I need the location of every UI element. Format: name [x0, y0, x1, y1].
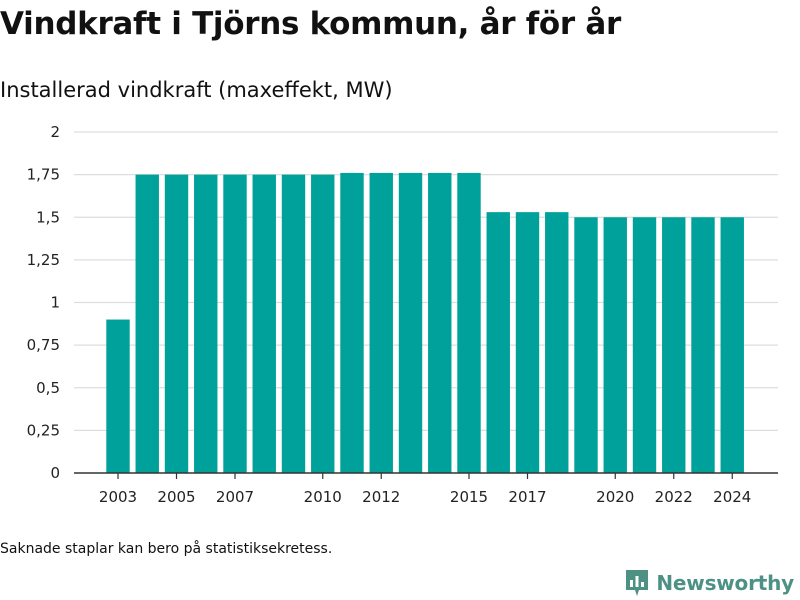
- bar-2022: [662, 217, 686, 473]
- y-tick-label: 0,75: [27, 336, 60, 354]
- x-tick-label: 2007: [216, 488, 254, 506]
- bar-2014: [428, 172, 452, 474]
- brand-logo: Newsworthy: [624, 566, 794, 600]
- bar-2003: [106, 319, 130, 473]
- bar-2009: [281, 174, 306, 473]
- x-axis: 2003 2005 2007 2010 2012 2015 2017 2020 2022 2024: [74, 472, 778, 506]
- bar-2013: [398, 172, 423, 474]
- y-tick-label: 1: [50, 294, 60, 312]
- x-tick-label: 2010: [304, 488, 342, 506]
- gridlines: [74, 131, 778, 432]
- bar-2017: [515, 212, 540, 473]
- x-tick-label: 2022: [655, 488, 693, 506]
- bar-2006: [194, 174, 218, 473]
- bar-2023: [691, 217, 715, 473]
- y-tick-label: 1,25: [27, 251, 60, 269]
- bars: [106, 172, 744, 474]
- newsworthy-logo-icon: [626, 570, 649, 596]
- x-tick-label: 2024: [713, 488, 751, 506]
- bar-2005: [164, 174, 189, 473]
- bar-2018: [545, 212, 569, 473]
- y-tick-label: 2: [50, 123, 60, 141]
- bar-2020: [603, 217, 627, 473]
- footnote: Saknade staplar kan bero på statistiksek…: [0, 541, 333, 557]
- y-axis-ticks: 0 0,25 0,5 0,75 1 1,25 1,5 1,75 2: [27, 123, 60, 482]
- bar-2024: [720, 217, 744, 473]
- x-tick-label: 2015: [450, 488, 488, 506]
- y-tick-label: 0,25: [27, 421, 60, 439]
- bar-2015: [457, 172, 481, 474]
- y-tick-label: 1,75: [27, 166, 60, 184]
- bar-2019: [574, 217, 598, 473]
- chart-subtitle: Installerad vindkraft (maxeffekt, MW): [0, 78, 393, 102]
- bar-2008: [252, 174, 276, 473]
- bar-2016: [486, 212, 510, 473]
- y-tick-label: 1,5: [36, 208, 60, 226]
- brand-name: Newsworthy: [656, 571, 794, 595]
- x-tick-label: 2017: [508, 488, 546, 506]
- x-tick-label: 2020: [596, 488, 634, 506]
- bar-2012: [369, 172, 393, 474]
- y-tick-label: 0,5: [36, 379, 60, 397]
- bar-2007: [223, 174, 247, 473]
- bar-2010: [311, 174, 335, 473]
- y-tick-label: 0: [50, 464, 60, 482]
- x-tick-label: 2005: [157, 488, 195, 506]
- x-tick-label: 2012: [362, 488, 400, 506]
- bar-2004: [135, 174, 159, 473]
- x-tick-label: 2003: [99, 488, 137, 506]
- bar-2021: [632, 217, 657, 473]
- bar-2011: [340, 172, 364, 474]
- chart-title: Vindkraft i Tjörns kommun, år för år: [0, 6, 622, 42]
